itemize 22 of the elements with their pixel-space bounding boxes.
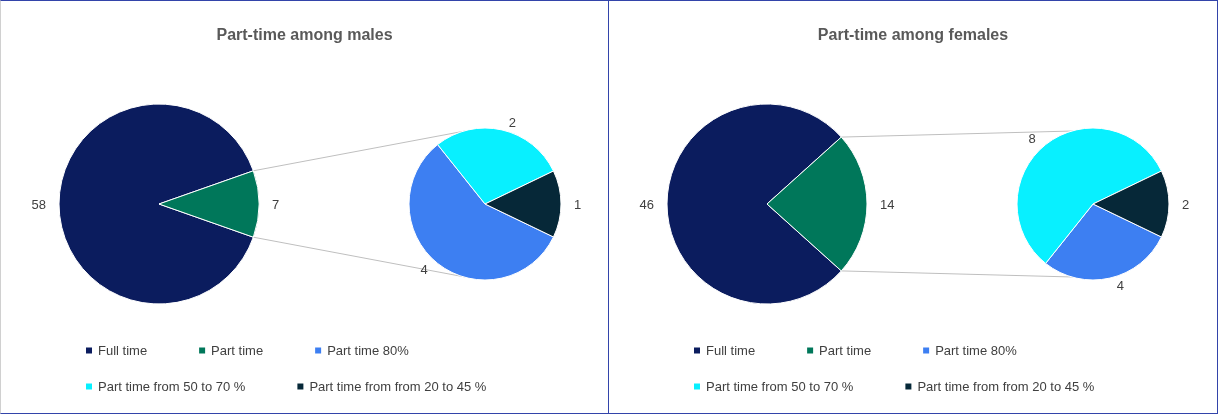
legend-label: Part time from from 20 to 45 % [917,379,1095,394]
data-label: 2 [508,114,516,130]
legend-label: Part time 80% [935,343,1018,358]
legend-label: Full time [98,343,148,358]
chart-title: Part-time among females [817,25,1009,43]
data-label: 58 [31,196,46,212]
data-label: 7 [272,196,280,212]
legend-label: Part time 80% [327,343,410,358]
legend-label: Part time from from 20 to 45 % [309,379,487,394]
data-label: 1 [574,196,582,212]
legend-label: Part time from 50 to 70 % [706,379,854,394]
chart-title: Part-time among males [216,25,393,43]
data-label: 4 [1116,278,1124,294]
data-label: 4 [420,262,428,278]
legend-label: Part time [819,343,872,358]
data-label: 46 [639,196,654,212]
data-label: 8 [1028,130,1036,146]
legend-label: Part time from 50 to 70 % [98,379,246,394]
data-label: 14 [880,196,895,212]
data-label: 2 [1182,196,1190,212]
legend-label: Part time [211,343,264,358]
legend-label: Full time [706,343,756,358]
